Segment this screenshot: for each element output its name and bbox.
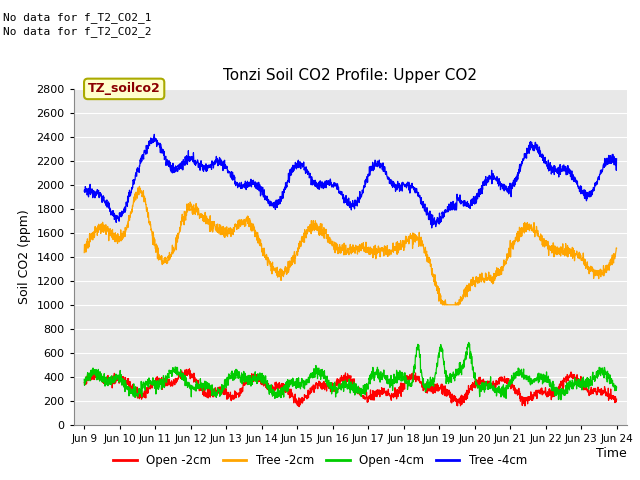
Text: No data for f_T2_CO2_1: No data for f_T2_CO2_1	[3, 12, 152, 23]
Text: TZ_soilco2: TZ_soilco2	[88, 83, 161, 96]
Legend: Open -2cm, Tree -2cm, Open -4cm, Tree -4cm: Open -2cm, Tree -2cm, Open -4cm, Tree -4…	[108, 449, 532, 472]
Text: No data for f_T2_CO2_2: No data for f_T2_CO2_2	[3, 26, 152, 37]
X-axis label: Time: Time	[596, 446, 627, 460]
Y-axis label: Soil CO2 (ppm): Soil CO2 (ppm)	[18, 209, 31, 304]
Title: Tonzi Soil CO2 Profile: Upper CO2: Tonzi Soil CO2 Profile: Upper CO2	[223, 69, 477, 84]
